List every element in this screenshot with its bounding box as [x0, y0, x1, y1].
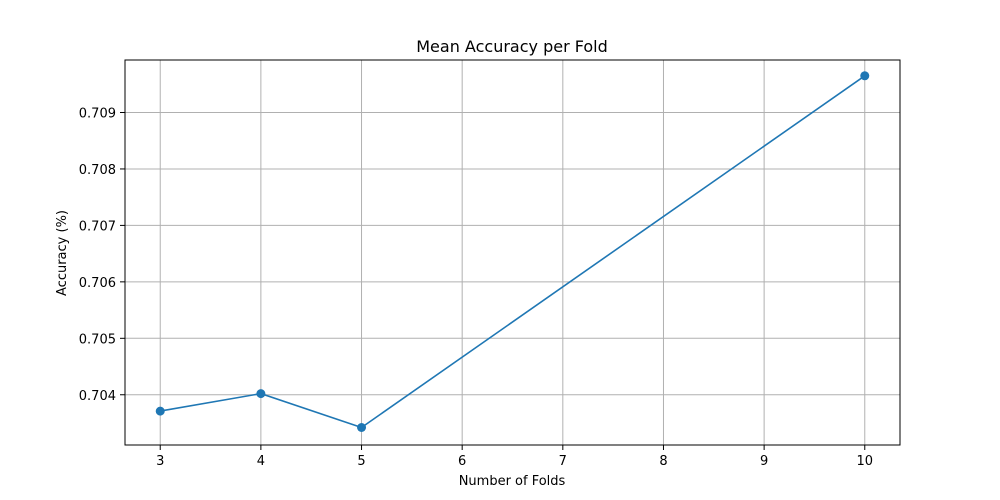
- y-tick-label: 0.705: [79, 332, 116, 347]
- y-tick-label: 0.704: [79, 389, 116, 404]
- x-tick-label: 6: [458, 454, 466, 469]
- data-point: [357, 423, 367, 432]
- y-tick-label: 0.707: [79, 219, 116, 234]
- x-axis-label: Number of Folds: [459, 474, 566, 489]
- series-line: [160, 75, 866, 429]
- x-tick-label: 7: [559, 454, 567, 469]
- series-layer: [155, 71, 870, 432]
- data-point: [860, 71, 870, 81]
- x-tick-label: 8: [659, 454, 667, 469]
- data-point: [256, 389, 266, 399]
- x-tick-label: 4: [257, 454, 265, 469]
- y-tick-label: 0.708: [79, 163, 116, 178]
- x-tick-label: 10: [856, 454, 873, 469]
- chart-title: Mean Accuracy per Fold: [416, 37, 608, 56]
- ticks: 3 4 5 6 7 8 9 10 0.704 0.705 0.706 0.707 0.708 0.709: [79, 107, 873, 470]
- y-tick-label: 0.709: [79, 107, 116, 122]
- x-tick-label: 9: [760, 454, 768, 469]
- grid: [125, 60, 900, 445]
- x-tick-label: 5: [357, 454, 365, 469]
- x-tick-label: 3: [156, 454, 164, 469]
- data-point: [155, 406, 165, 416]
- plot-frame: [124, 59, 901, 446]
- y-tick-label: 0.706: [79, 276, 116, 291]
- y-axis-label: Accuracy (%): [55, 210, 70, 296]
